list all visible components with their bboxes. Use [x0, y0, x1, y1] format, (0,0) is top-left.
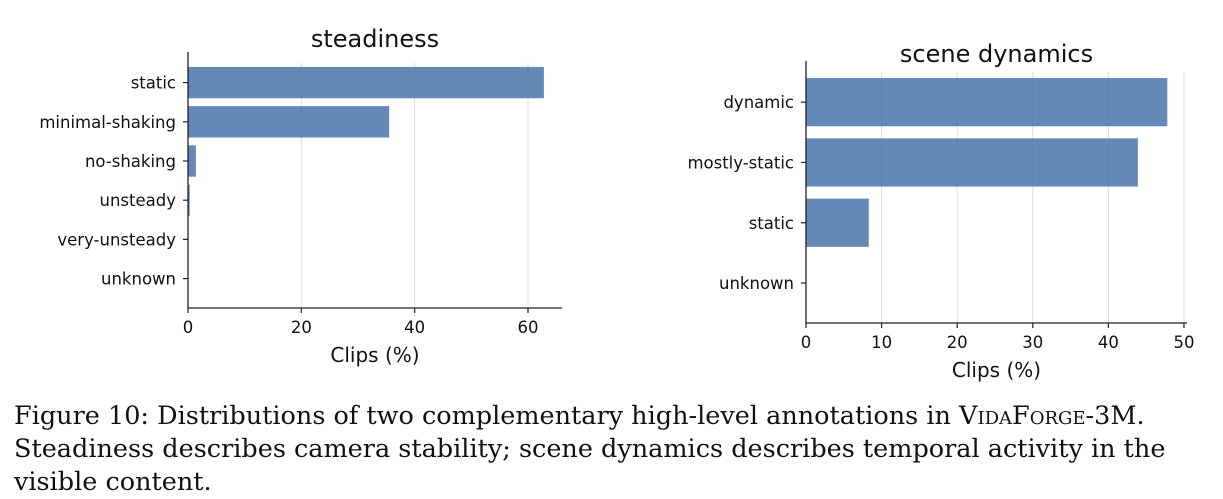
- figure-caption: Figure 10: Distributions of two compleme…: [14, 400, 1214, 499]
- xtick-label: 30: [1022, 333, 1043, 352]
- bar-mostly-static: [806, 138, 1138, 186]
- category-label-static: static: [131, 74, 176, 93]
- scene-dynamics-chart: dynamic mostly-static static unknown 0 10 20 30…: [687, 40, 1194, 382]
- caption-name-f: F: [1012, 401, 1030, 431]
- caption-lead: Figure 10: Distributions of two compleme…: [14, 401, 959, 431]
- xtick-label: 50: [1173, 333, 1194, 352]
- xtick-label: 20: [947, 333, 968, 352]
- steadiness-chart: static minimal-shaking no-shaking unsteady v…: [39, 25, 562, 367]
- xtick-label: 0: [183, 318, 194, 337]
- category-label-unsteady: unsteady: [100, 191, 177, 210]
- bar-dynamic: [806, 78, 1167, 126]
- bar-static: [188, 67, 544, 98]
- xtick-label: 20: [291, 318, 312, 337]
- bar-static: [806, 199, 869, 247]
- category-label-no-shaking: no-shaking: [85, 152, 176, 171]
- category-label-minimal-shaking: minimal-shaking: [39, 113, 176, 132]
- caption-name-orge: orge: [1030, 401, 1086, 431]
- figure-charts: static minimal-shaking no-shaking unsteady v…: [0, 0, 1223, 400]
- category-label-static: static: [749, 214, 794, 233]
- x-axis-label: Clips (%): [330, 343, 419, 367]
- category-label-very-unsteady: very-unsteady: [57, 230, 176, 249]
- xtick-label: 0: [801, 333, 812, 352]
- caption-name-v: V: [959, 401, 977, 431]
- x-axis-label: Clips (%): [952, 358, 1041, 382]
- xtick-label: 40: [404, 318, 425, 337]
- category-label-dynamic: dynamic: [723, 93, 794, 112]
- caption-name-ida: ida: [977, 401, 1012, 431]
- category-label-mostly-static: mostly-static: [687, 153, 794, 172]
- bar-no-shaking: [188, 145, 196, 176]
- category-label-unknown: unknown: [101, 270, 176, 289]
- category-label-unknown: unknown: [719, 274, 794, 293]
- chart-title: steadiness: [311, 25, 439, 53]
- xtick-label: 10: [871, 333, 892, 352]
- bar-minimal-shaking: [188, 106, 389, 137]
- caption-name-suffix: -3M: [1086, 401, 1137, 431]
- xtick-label: 40: [1098, 333, 1119, 352]
- xtick-label: 60: [518, 318, 539, 337]
- chart-title: scene dynamics: [900, 40, 1093, 68]
